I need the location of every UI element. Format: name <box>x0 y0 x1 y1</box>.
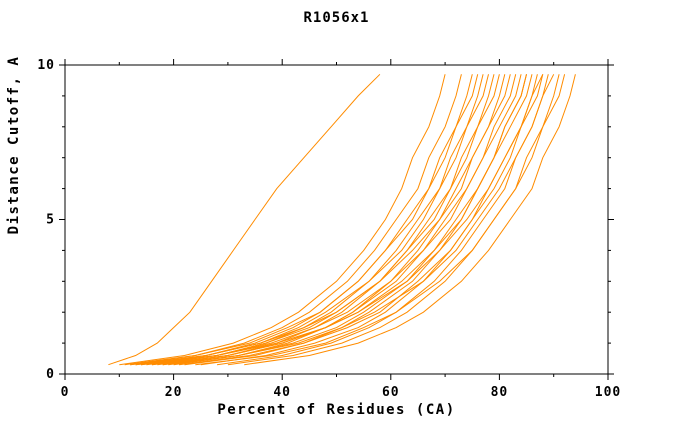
x-tick-label: 100 <box>595 385 621 400</box>
y-tick-label: 10 <box>37 58 55 73</box>
curve-line <box>140 74 522 366</box>
x-axis-label: Percent of Residues (CA) <box>217 402 456 418</box>
curve-line <box>119 74 446 366</box>
y-tick-label: 5 <box>46 213 55 228</box>
curve-line <box>244 74 576 366</box>
x-tick-label: 40 <box>273 385 291 400</box>
curve-line <box>130 74 511 366</box>
curve-line <box>151 74 533 366</box>
x-tick-label: 60 <box>382 385 400 400</box>
x-tick-label: 0 <box>61 385 70 400</box>
curve-line <box>130 74 462 366</box>
curve-line <box>124 74 479 366</box>
curve-line <box>195 74 566 366</box>
curve-line <box>140 74 473 366</box>
curve-line <box>200 74 538 366</box>
curve-line <box>178 74 544 366</box>
curve-line <box>108 73 381 366</box>
x-tick-label: 80 <box>491 385 509 400</box>
y-tick-label: 0 <box>46 367 55 382</box>
x-tick-label: 20 <box>165 385 183 400</box>
curve-line <box>135 74 489 366</box>
curve-line <box>146 74 500 366</box>
chart-title: R1056x1 <box>303 10 370 26</box>
curve-line <box>162 74 555 366</box>
